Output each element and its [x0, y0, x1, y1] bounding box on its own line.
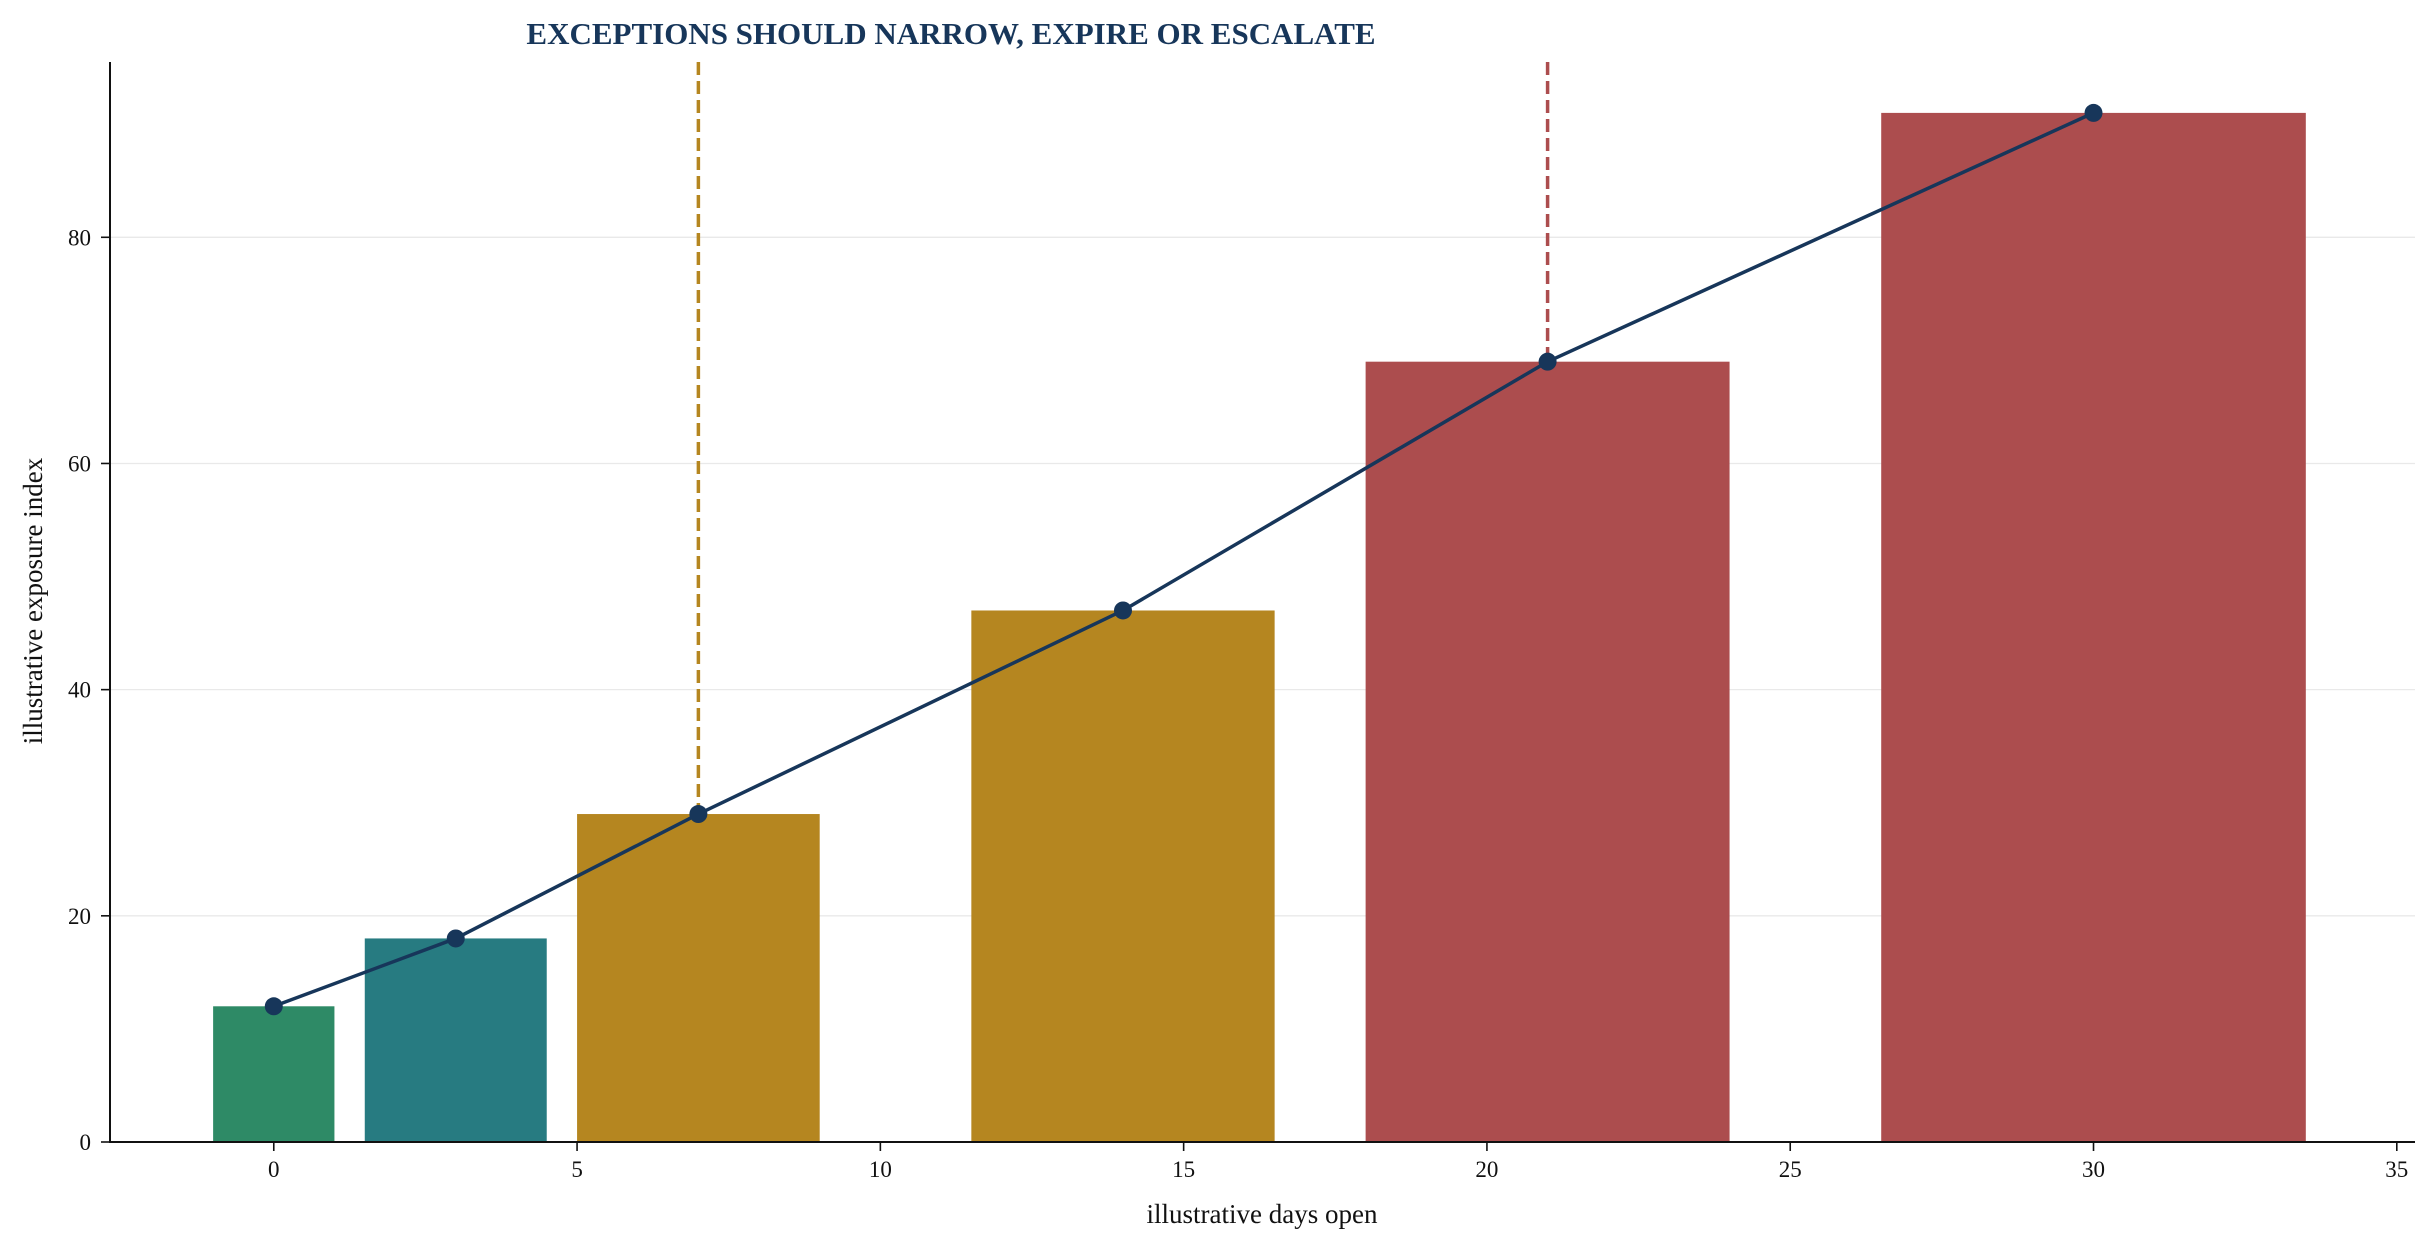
- bar: [1365, 361, 1730, 1142]
- y-tick-label: 80: [68, 225, 91, 250]
- reference-line-layer: [696, 62, 1550, 815]
- x-tick-label: 35: [2385, 1157, 2408, 1182]
- bar: [577, 814, 820, 1142]
- y-tick-label: 60: [68, 451, 91, 476]
- data-point: [689, 805, 708, 824]
- data-point: [1113, 601, 1132, 620]
- bar: [213, 1006, 335, 1142]
- series-line: [273, 111, 2095, 1008]
- x-tick-label: 20: [1475, 1157, 1498, 1182]
- x-tick-label: 15: [1172, 1157, 1195, 1182]
- x-axis-label: illustrative days open: [1147, 1199, 1378, 1229]
- data-point: [264, 997, 283, 1016]
- bar: [364, 938, 547, 1142]
- data-point: [1538, 352, 1557, 371]
- y-tick-label: 0: [80, 1130, 92, 1155]
- y-tick-label: 40: [68, 678, 91, 703]
- bar-layer: [213, 112, 2306, 1143]
- bar: [1881, 112, 2306, 1143]
- bar: [971, 610, 1275, 1142]
- x-tick-label: 30: [2082, 1157, 2105, 1182]
- y-tick-label: 20: [68, 904, 91, 929]
- y-axis-label: illustrative exposure index: [18, 457, 48, 744]
- axis-layer: 0 5 10 15 20 25 30 35 0 20 40 60 80: [68, 62, 2415, 1182]
- data-point: [446, 929, 465, 948]
- x-tick-label: 10: [869, 1157, 892, 1182]
- line-layer: [264, 103, 2103, 1016]
- x-tick-label: 5: [571, 1157, 583, 1182]
- data-point: [2084, 103, 2103, 122]
- chart-title: EXCEPTIONS SHOULD NARROW, EXPIRE OR ESCA…: [526, 16, 1375, 51]
- x-tick-label: 0: [268, 1157, 280, 1182]
- x-tick-label: 25: [1779, 1157, 1802, 1182]
